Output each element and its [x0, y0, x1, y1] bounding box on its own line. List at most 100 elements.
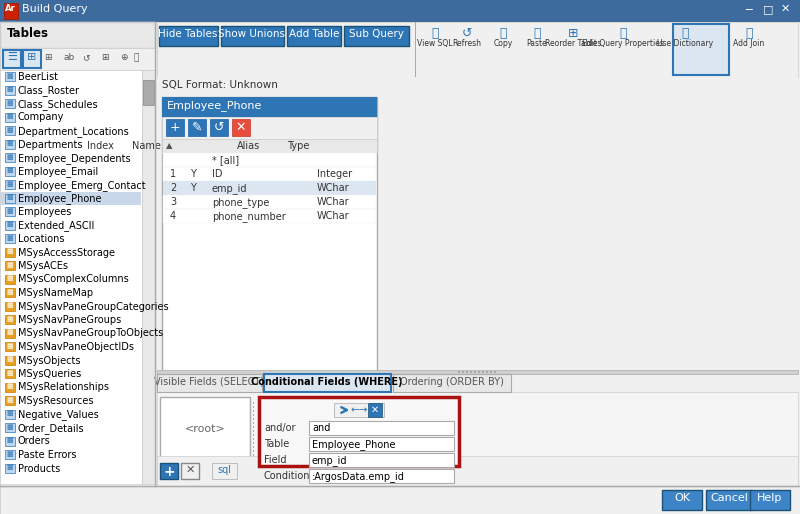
Text: Employee_Phone: Employee_Phone	[167, 100, 262, 111]
Text: Build Query: Build Query	[22, 4, 88, 14]
Bar	[157, 77, 798, 95]
Bar	[259, 397, 459, 466]
Text: 📖: 📖	[682, 27, 689, 40]
Text: Hide Tables: Hide Tables	[158, 29, 218, 39]
Bar	[253, 438, 254, 440]
Bar	[0, 70, 142, 484]
Bar	[344, 26, 409, 46]
Text: +: +	[163, 465, 175, 479]
Text: ▦: ▦	[6, 411, 14, 416]
Text: MSysResources: MSysResources	[18, 396, 94, 406]
Text: and/or: and/or	[264, 423, 295, 433]
Text: ▦: ▦	[6, 316, 14, 322]
Bar	[478, 371, 480, 373]
Bar	[163, 181, 376, 195]
Text: emp_id: emp_id	[212, 183, 247, 194]
Bar	[673, 24, 729, 75]
Bar	[253, 426, 254, 428]
Bar	[474, 371, 476, 373]
Text: 1: 1	[170, 169, 176, 179]
Text: ▦: ▦	[6, 424, 14, 430]
Bar	[188, 119, 206, 136]
Text: Visible Fields (SELECT): Visible Fields (SELECT)	[154, 377, 264, 387]
Bar	[253, 446, 254, 448]
Text: 4: 4	[170, 211, 176, 221]
Text: ⊞: ⊞	[44, 53, 51, 62]
Text: Products: Products	[18, 464, 60, 473]
Bar	[0, 22, 155, 514]
Text: Type: Type	[287, 141, 310, 151]
Text: emp_id: emp_id	[312, 455, 347, 466]
Bar	[5, 436, 15, 446]
Text: Reorder Tables: Reorder Tables	[545, 39, 601, 48]
Text: 📋: 📋	[499, 27, 506, 40]
Text: MSysNavPaneGroups: MSysNavPaneGroups	[18, 315, 122, 325]
Text: ✕: ✕	[186, 465, 194, 475]
Bar	[5, 248, 15, 256]
Bar	[253, 402, 254, 404]
Text: Ar: Ar	[5, 4, 16, 13]
Text: phone_number: phone_number	[212, 211, 286, 222]
Bar	[462, 371, 464, 373]
Text: ▦: ▦	[6, 370, 14, 376]
Text: Employee_Dependents: Employee_Dependents	[18, 153, 130, 164]
Text: Condition: Condition	[264, 471, 310, 481]
Bar	[264, 374, 391, 392]
Bar	[159, 26, 218, 46]
Text: * [all]: * [all]	[212, 155, 239, 165]
Text: Show Unions: Show Unions	[218, 29, 286, 39]
Text: ✎: ✎	[192, 121, 202, 134]
Bar	[162, 139, 377, 153]
Bar	[160, 463, 178, 479]
Bar	[181, 463, 199, 479]
Bar	[162, 97, 377, 117]
Bar	[163, 209, 376, 223]
Text: ▦: ▦	[6, 437, 14, 444]
Text: ▦: ▦	[6, 329, 14, 336]
Bar	[253, 430, 254, 432]
Text: Table: Table	[264, 439, 290, 449]
Bar	[157, 22, 798, 77]
Text: ⊕: ⊕	[120, 53, 127, 62]
Bar	[287, 26, 341, 46]
Text: MSysRelationships: MSysRelationships	[18, 382, 109, 393]
Bar	[309, 453, 454, 467]
Bar	[5, 450, 15, 459]
Bar	[23, 50, 41, 68]
Text: SQL Format: Unknown: SQL Format: Unknown	[162, 80, 278, 90]
Text: Employee_Emerg_Contact: Employee_Emerg_Contact	[18, 180, 146, 191]
Bar	[750, 490, 790, 510]
Text: Locations: Locations	[18, 234, 65, 244]
Text: MSysAccessStorage: MSysAccessStorage	[18, 248, 115, 258]
Text: Departments: Departments	[18, 139, 82, 150]
Text: View SQL: View SQL	[418, 39, 453, 48]
Text: Conditional Fields (WHERE): Conditional Fields (WHERE)	[251, 377, 402, 387]
Text: 🔍: 🔍	[134, 53, 139, 62]
Text: Use Dictionary: Use Dictionary	[657, 39, 713, 48]
Text: MSysObjects: MSysObjects	[18, 356, 81, 365]
Bar	[163, 167, 376, 181]
Bar	[309, 437, 454, 451]
Bar	[5, 464, 15, 472]
Text: :ArgosData.emp_id: :ArgosData.emp_id	[312, 471, 405, 482]
Text: ▦: ▦	[6, 248, 14, 254]
Text: +: +	[170, 121, 180, 134]
Bar	[221, 26, 284, 46]
Text: Negative_Values: Negative_Values	[18, 410, 98, 420]
Text: Company: Company	[18, 113, 64, 122]
Bar	[5, 315, 15, 324]
Text: 🖊: 🖊	[619, 27, 626, 40]
Bar	[5, 410, 15, 418]
Bar	[232, 119, 250, 136]
Bar	[253, 454, 254, 456]
Text: ▦: ▦	[6, 100, 14, 106]
Bar	[494, 371, 496, 373]
Text: ▦: ▦	[6, 451, 14, 457]
Bar	[3, 50, 21, 68]
Text: WChar: WChar	[317, 211, 350, 221]
Bar	[334, 403, 384, 417]
Bar	[5, 423, 15, 432]
Text: Field: Field	[264, 455, 286, 465]
Text: Employee_Phone: Employee_Phone	[312, 439, 395, 450]
Bar	[0, 22, 155, 48]
